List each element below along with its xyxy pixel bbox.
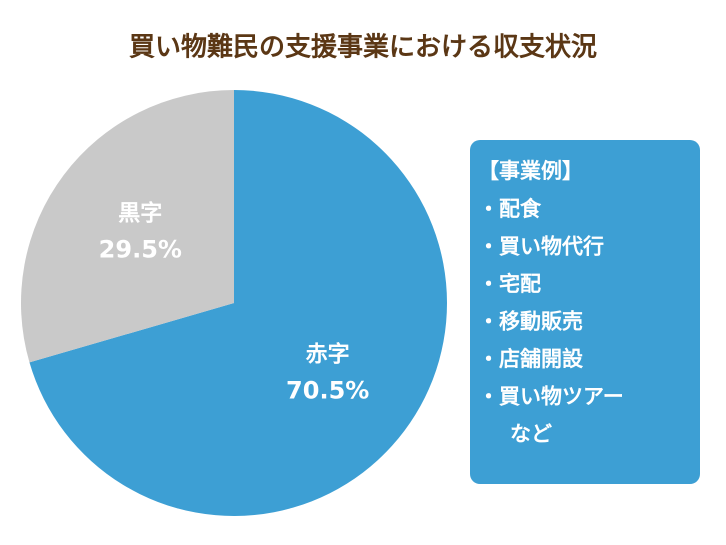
examples-item: ・買い物代行 [478, 235, 604, 259]
slice-label: 黒字 [118, 201, 162, 227]
examples-heading: 【事業例】 [478, 159, 583, 183]
pie-slice [29, 90, 447, 516]
examples-item: ・移動販売 [478, 310, 583, 334]
chart-title: 買い物難民の支援事業における収支状況 [129, 33, 597, 63]
examples-item: ・宅配 [478, 272, 541, 296]
slice-value-label: 70.5% [286, 376, 369, 404]
examples-item: ・店舗開設 [478, 347, 584, 371]
examples-box [470, 140, 700, 484]
examples-item: ・配食 [478, 197, 542, 221]
examples-item: など [510, 422, 552, 446]
pie-slice [20, 90, 235, 363]
slice-label: 赤字 [306, 341, 350, 367]
slice-value-label: 29.5% [99, 236, 182, 264]
examples-item: ・買い物ツアー [478, 385, 624, 409]
